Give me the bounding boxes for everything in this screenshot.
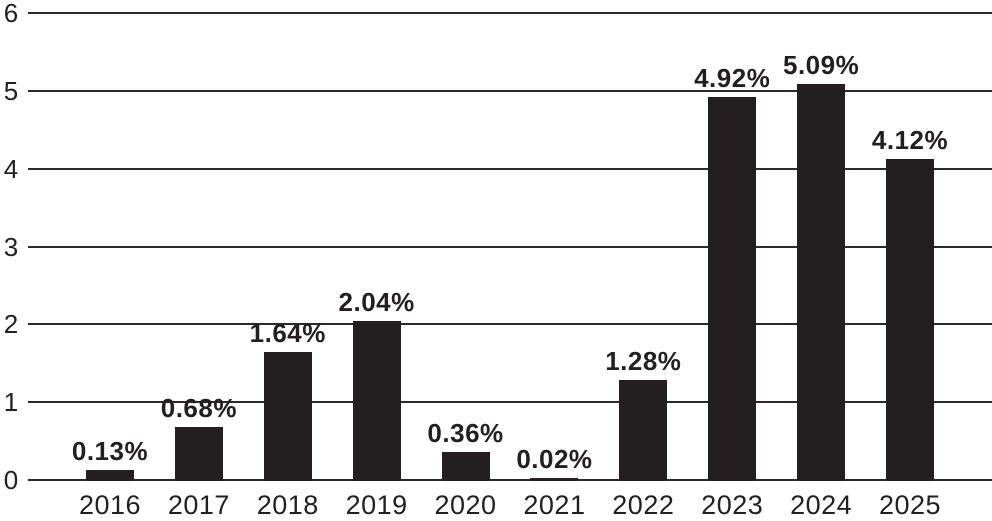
bar-value-label-2021: 0.02% [516,444,593,475]
gridline-6 [28,12,992,15]
x-tick-label-2019: 2019 [345,490,408,520]
bar-value-label-2018: 1.64% [249,318,326,349]
x-tick-label-2023: 2023 [701,490,764,520]
bar-value-label-2017: 0.68% [160,393,237,424]
bar-2019 [352,321,401,481]
y-tick-label-5: 5 [3,75,19,106]
bar-2017 [174,427,223,481]
bar-2024 [797,83,846,481]
y-tick-label-2: 2 [3,309,19,340]
gridline-4 [28,167,992,170]
bar-value-label-2024: 5.09% [782,49,860,80]
gridline-0 [28,479,992,481]
bar-2016 [86,469,134,481]
gridline-3 [28,245,992,248]
x-tick-label-2022: 2022 [612,490,675,520]
bar-2023 [708,97,757,481]
bar-value-label-2025: 4.12% [871,125,949,156]
gridline-5 [28,89,992,92]
x-tick-label-2018: 2018 [256,490,319,520]
y-tick-label-1: 1 [3,387,19,418]
bar-value-label-2020: 0.36% [427,417,504,448]
x-tick-label-2017: 2017 [167,490,230,520]
x-tick-label-2025: 2025 [878,490,942,520]
bar-value-label-2019: 2.04% [338,287,415,318]
bar-2022 [619,380,668,481]
bar-2018 [263,352,312,481]
y-tick-label-0: 0 [3,465,19,495]
bar-value-label-2023: 4.92% [694,63,771,94]
bar-2020 [441,451,490,481]
y-tick-label-6: 6 [3,0,19,29]
bar-2025 [886,159,934,481]
gridline-1 [28,401,992,404]
gridline-2 [28,323,992,326]
x-tick-label-2016: 2016 [78,490,142,520]
y-tick-label-3: 3 [3,231,19,262]
bar-2021 [530,478,579,481]
bar-value-label-2022: 1.28% [605,346,682,377]
bar-value-label-2016: 0.13% [71,435,149,466]
y-tick-label-4: 4 [3,153,19,184]
x-tick-label-2021: 2021 [523,490,586,520]
x-tick-label-2024: 2024 [790,490,853,520]
x-tick-label-2020: 2020 [434,490,497,520]
